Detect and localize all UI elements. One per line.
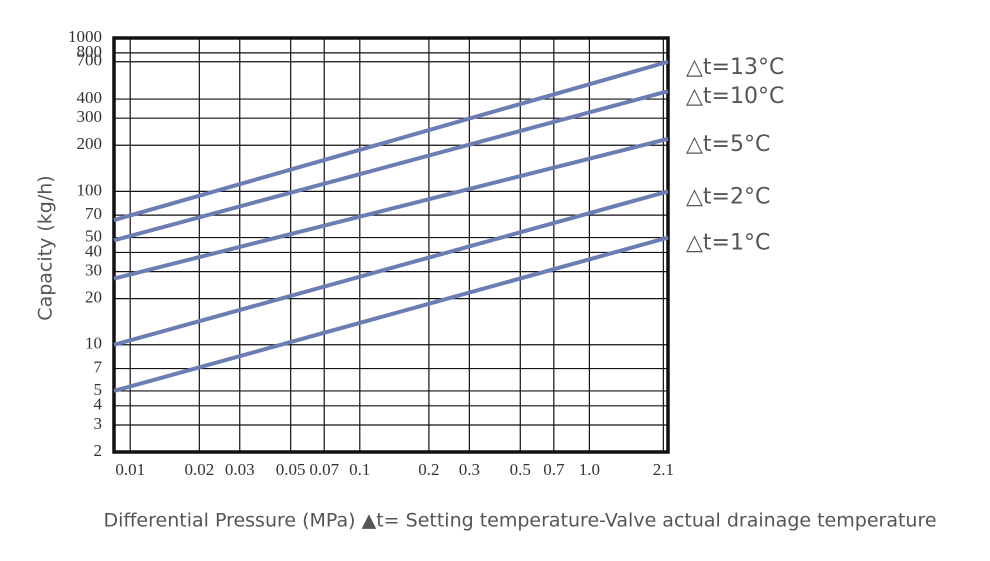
legend-label: △t=13°C	[686, 55, 784, 80]
x-axis-label: Differential Pressure (MPa) ▲t= Setting …	[103, 510, 936, 532]
y-tick-label: 400	[77, 88, 103, 107]
x-tick-label: 0.7	[543, 460, 565, 479]
x-tick-label: 0.02	[184, 460, 214, 479]
x-tick-label: 0.2	[418, 460, 439, 479]
x-tick-label: 0.01	[115, 460, 145, 479]
y-tick-label: 2	[94, 441, 103, 460]
y-tick-label: 30	[85, 261, 102, 280]
y-tick-label: 1000	[68, 27, 102, 46]
series-line	[113, 136, 669, 281]
x-tick-label: 0.05	[276, 460, 306, 479]
y-tick-label: 200	[77, 134, 103, 153]
x-tick-label: 0.5	[510, 460, 531, 479]
y-tick-label: 50	[85, 226, 102, 245]
x-tick-label: 1.0	[579, 460, 600, 479]
y-tick-label: 70	[85, 204, 102, 223]
legend-label: △t=5°C	[686, 132, 770, 157]
y-tick-label: 40	[85, 241, 102, 260]
legend-label: △t=2°C	[686, 184, 770, 209]
y-tick-label: 700	[77, 51, 103, 70]
y-tick-label: 3	[94, 414, 103, 433]
legend-label: △t=1°C	[686, 231, 770, 256]
x-tick-label: 0.03	[225, 460, 255, 479]
y-tick-label: 5	[94, 380, 103, 399]
x-tick-label: 2.1	[653, 460, 674, 479]
plot-frame	[112, 36, 670, 454]
y-tick-label: 800	[77, 42, 103, 61]
y-tick-label: 4	[94, 395, 103, 414]
series-line	[113, 89, 669, 243]
y-tick-label: 10	[85, 334, 102, 353]
y-tick-label: 300	[77, 107, 103, 126]
y-axis-label: Capacity (kg/h)	[35, 175, 57, 320]
y-tick-label: 100	[77, 180, 103, 199]
series-line	[113, 59, 669, 223]
series-line	[113, 189, 669, 347]
x-tick-label: 0.3	[459, 460, 480, 479]
series-line	[113, 235, 669, 393]
legend-label: △t=10°C	[686, 84, 784, 109]
x-tick-label: 0.1	[349, 460, 370, 479]
y-tick-label: 7	[94, 357, 103, 376]
x-tick-label: 0.07	[309, 460, 339, 479]
y-tick-label: 20	[85, 288, 102, 307]
